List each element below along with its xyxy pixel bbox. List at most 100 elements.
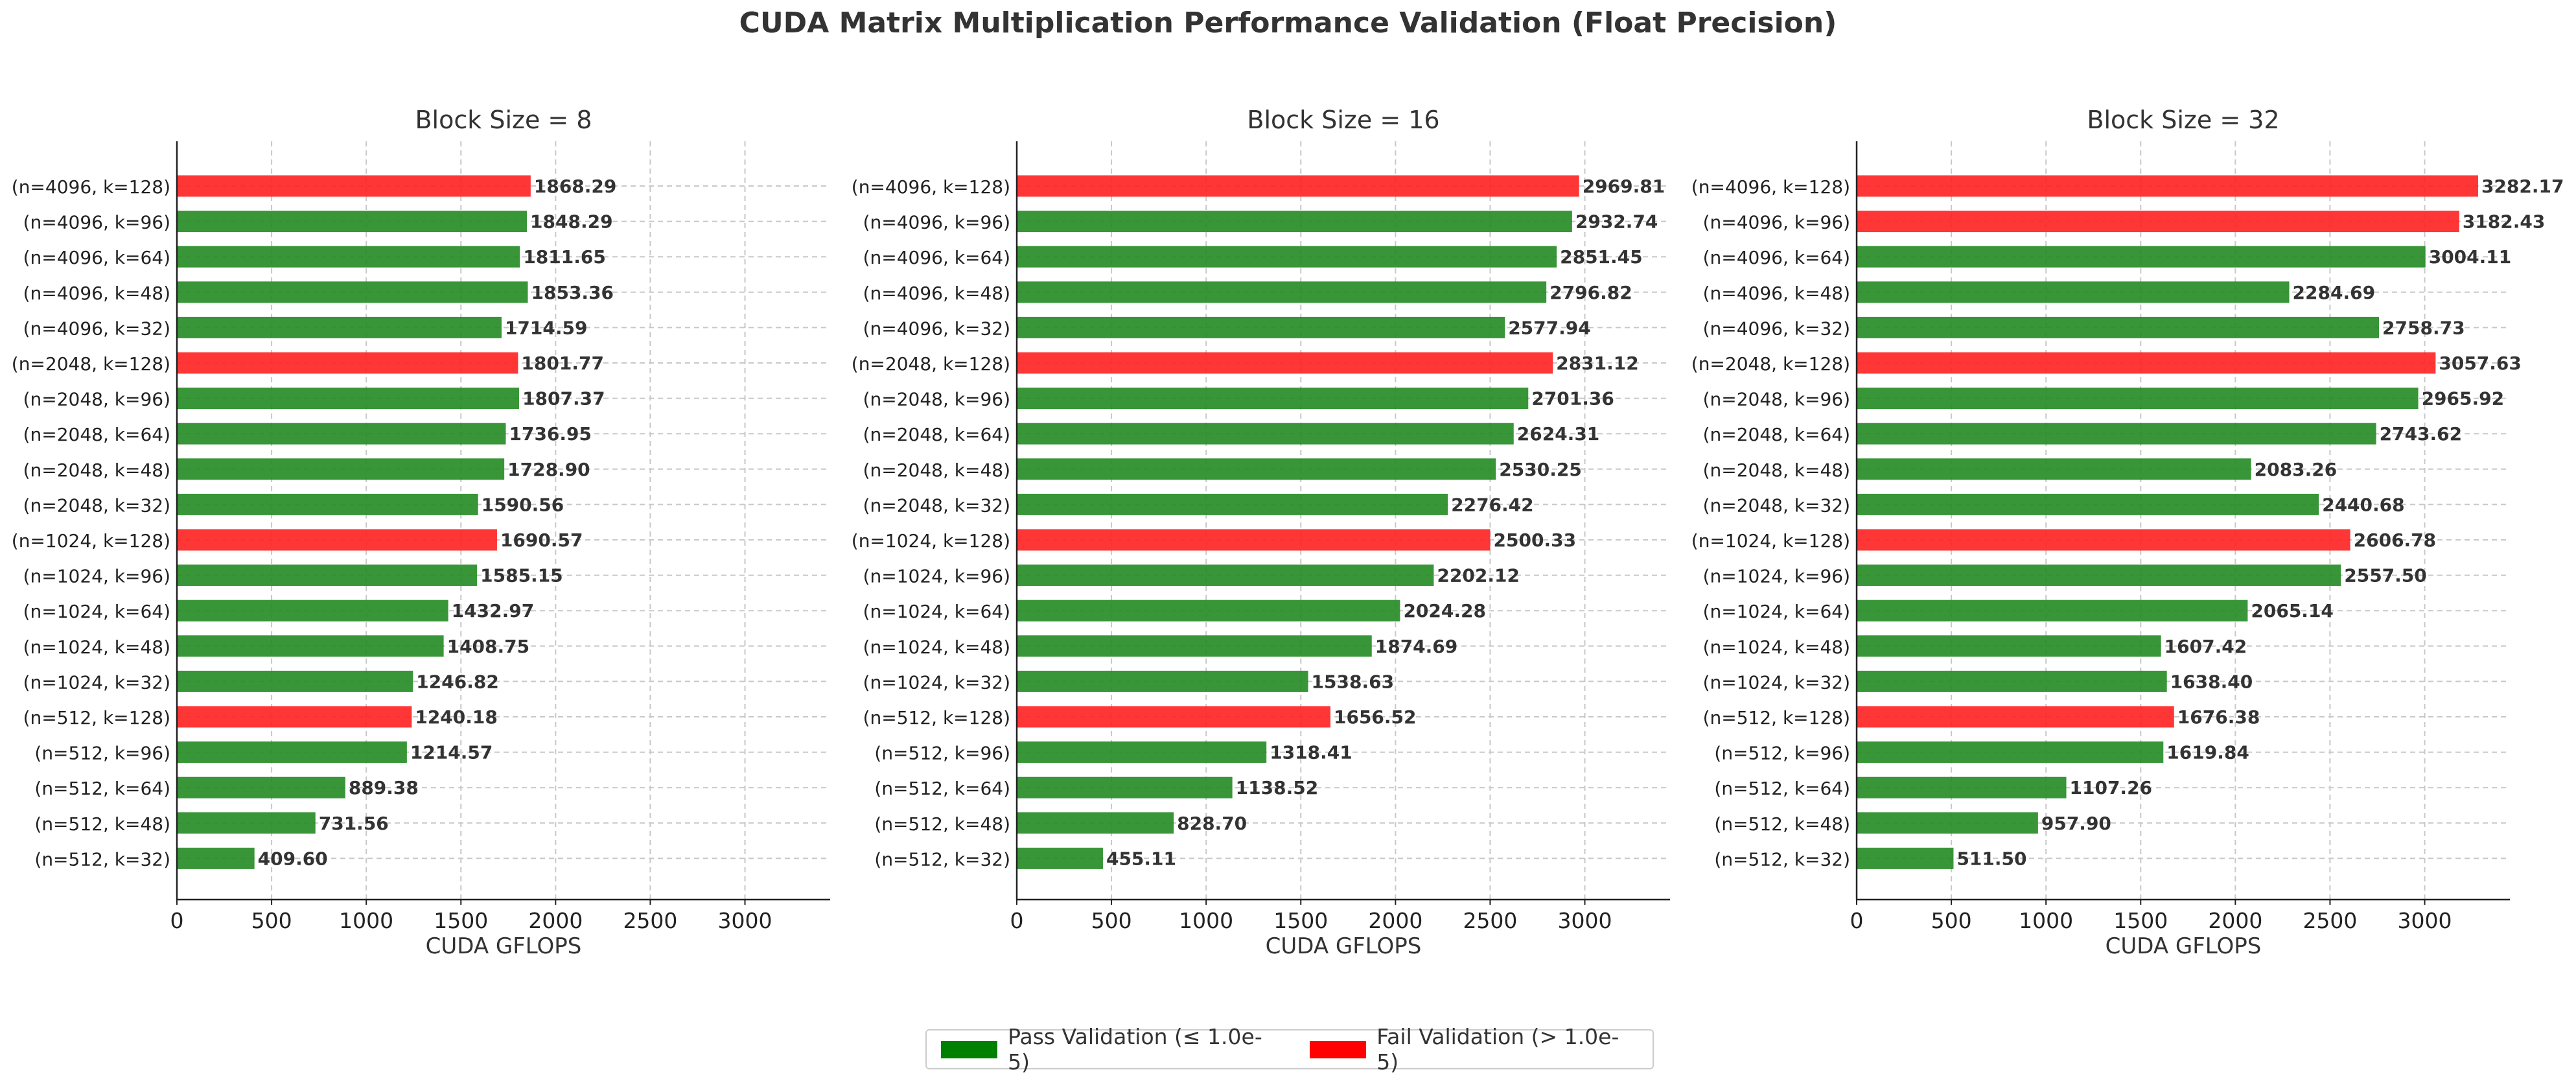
- category-label: (n=1024, k=128): [852, 530, 1010, 552]
- value-label: 1240.18: [415, 706, 498, 728]
- panel-block-1: (n=4096, k=128) 2969.81 (n=4096, k=96) 2932…: [852, 106, 1670, 959]
- bar-pass: [177, 493, 478, 515]
- bar-pass: [1857, 741, 2164, 763]
- bar-pass: [1857, 388, 2419, 410]
- category-label: (n=1024, k=96): [23, 566, 170, 587]
- value-label: 2500.33: [1494, 530, 1577, 551]
- bar-pass: [177, 565, 478, 587]
- category-label: (n=4096, k=128): [12, 176, 170, 198]
- value-label: 1807.37: [522, 388, 605, 410]
- value-label: 1811.65: [523, 246, 606, 268]
- category-label: (n=1024, k=64): [863, 601, 1010, 622]
- bar-pass: [177, 600, 448, 622]
- bar-fail: [1857, 211, 2459, 233]
- value-label: 455.11: [1106, 848, 1176, 869]
- bar-pass: [1857, 635, 2161, 657]
- category-label: (n=1024, k=96): [863, 566, 1010, 587]
- panel-title: Block Size = 8: [415, 106, 592, 134]
- x-tick-label: 500: [251, 908, 292, 933]
- value-label: 1214.57: [410, 742, 493, 763]
- category-label: (n=4096, k=96): [863, 212, 1010, 233]
- value-label: 2624.31: [1517, 423, 1600, 445]
- value-label: 2083.26: [2255, 459, 2338, 480]
- category-label: (n=512, k=32): [874, 848, 1010, 870]
- value-label: 2932.74: [1575, 211, 1658, 233]
- category-label: (n=4096, k=96): [1703, 212, 1850, 233]
- legend-swatch-fail: [1310, 1040, 1367, 1058]
- category-label: (n=2048, k=96): [1703, 389, 1850, 410]
- bar-pass: [1857, 423, 2376, 445]
- category-label: (n=512, k=128): [1703, 707, 1850, 728]
- value-label: 2202.12: [1437, 565, 1520, 587]
- value-label: 1318.41: [1270, 742, 1352, 763]
- figure-title: CUDA Matrix Multiplication Performance V…: [739, 6, 1837, 40]
- value-label: 1690.57: [500, 530, 583, 551]
- category-label: (n=2048, k=48): [1703, 460, 1850, 481]
- value-label: 1585.15: [480, 565, 563, 587]
- bar-fail: [1017, 175, 1579, 197]
- x-tick-label: 1500: [2113, 908, 2168, 933]
- x-tick-label: 0: [170, 908, 184, 933]
- value-label: 957.90: [2041, 813, 2111, 834]
- value-label: 889.38: [349, 777, 419, 798]
- bar-pass: [1017, 316, 1505, 338]
- x-tick-label: 3000: [2398, 908, 2452, 933]
- value-label: 1408.75: [447, 636, 530, 657]
- category-label: (n=4096, k=64): [1703, 247, 1850, 268]
- x-tick-label: 1500: [434, 908, 488, 933]
- bar-pass: [1857, 493, 2319, 515]
- bar-pass: [1857, 316, 2380, 338]
- bar-pass: [177, 776, 345, 798]
- bar-pass: [177, 847, 255, 869]
- value-label: 1432.97: [452, 600, 535, 622]
- category-label: (n=1024, k=64): [23, 601, 170, 622]
- value-label: 3004.11: [2429, 246, 2512, 268]
- category-label: (n=1024, k=32): [863, 671, 1010, 693]
- category-label: (n=1024, k=48): [863, 636, 1010, 658]
- value-label: 1107.26: [2070, 777, 2153, 798]
- bar-fail: [1857, 352, 2436, 374]
- value-label: 2743.62: [2380, 423, 2463, 445]
- bar-pass: [177, 388, 520, 410]
- x-tick-label: 2000: [2208, 908, 2262, 933]
- bar-pass: [1857, 670, 2167, 692]
- bar-pass: [1017, 670, 1308, 692]
- bar-fail: [1857, 529, 2350, 551]
- bar-pass: [1017, 388, 1529, 410]
- category-label: (n=1024, k=48): [1703, 636, 1850, 658]
- category-label: (n=1024, k=32): [23, 671, 170, 693]
- legend-label-fail: Fail Validation (> 1.0e-5): [1376, 1024, 1619, 1075]
- value-label: 2276.42: [1451, 494, 1534, 515]
- x-tick-label: 0: [1010, 908, 1024, 933]
- category-label: (n=2048, k=32): [1703, 495, 1850, 516]
- bar-pass: [1857, 776, 2067, 798]
- bar-fail: [1017, 706, 1330, 728]
- value-label: 1868.29: [534, 176, 617, 197]
- category-label: (n=1024, k=128): [1691, 530, 1850, 552]
- category-label: (n=1024, k=128): [12, 530, 170, 552]
- bar-pass: [1857, 565, 2341, 587]
- category-label: (n=512, k=48): [1714, 813, 1850, 835]
- value-label: 1590.56: [482, 494, 564, 515]
- category-label: (n=512, k=48): [34, 813, 170, 835]
- value-label: 409.60: [258, 848, 328, 869]
- bar-pass: [1017, 423, 1514, 445]
- value-label: 1728.90: [507, 459, 590, 480]
- category-label: (n=2048, k=128): [852, 353, 1010, 375]
- bar-pass: [177, 281, 528, 303]
- category-label: (n=2048, k=32): [863, 495, 1010, 516]
- value-label: 3182.43: [2463, 211, 2546, 233]
- category-label: (n=512, k=32): [1714, 848, 1850, 870]
- bar-pass: [1017, 458, 1496, 480]
- category-label: (n=1024, k=64): [1703, 601, 1850, 622]
- category-label: (n=4096, k=32): [863, 318, 1010, 339]
- category-label: (n=2048, k=128): [1691, 353, 1850, 375]
- bar-pass: [1017, 600, 1400, 622]
- bar-pass: [177, 812, 316, 834]
- category-label: (n=4096, k=48): [23, 283, 170, 304]
- value-label: 731.56: [319, 813, 389, 834]
- bar-pass: [1017, 493, 1448, 515]
- x-tick-label: 2000: [528, 908, 583, 933]
- value-label: 1656.52: [1334, 706, 1417, 728]
- value-label: 1138.52: [1236, 777, 1319, 798]
